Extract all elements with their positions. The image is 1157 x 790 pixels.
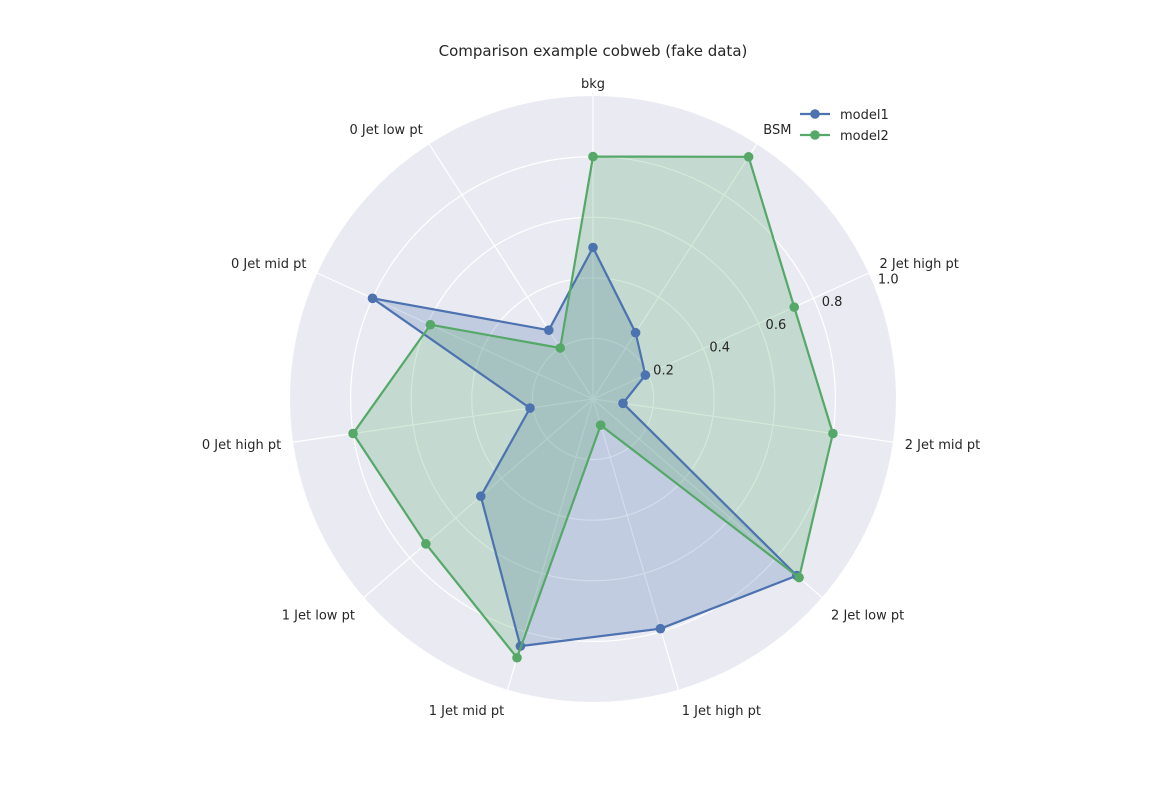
- data-point-model2: [789, 302, 800, 312]
- category-label: 2 Jet high pt: [880, 257, 959, 272]
- category-label: 1 Jet mid pt: [429, 704, 504, 719]
- data-point-model1: [525, 403, 535, 413]
- category-label: 0 Jet low pt: [350, 123, 423, 138]
- category-label: 0 Jet mid pt: [231, 257, 306, 272]
- legend-label-model2: model2: [840, 129, 889, 144]
- data-point-model1: [655, 623, 666, 634]
- category-label: 1 Jet low pt: [282, 608, 355, 623]
- category-label: 0 Jet high pt: [202, 438, 281, 453]
- r-tick-label: 0.8: [822, 295, 843, 310]
- legend-marker-model1: [810, 109, 820, 119]
- grid-spoke: [428, 143, 594, 400]
- data-point-model2: [348, 428, 358, 439]
- r-tick-label: 1.0: [878, 272, 899, 287]
- data-point-model2: [588, 151, 598, 162]
- category-label: 2 Jet mid pt: [905, 438, 980, 453]
- data-point-model2: [555, 343, 566, 353]
- data-point-model2: [794, 572, 804, 583]
- category-label: bkg: [581, 77, 605, 92]
- grid-spoke: [592, 398, 823, 598]
- chart-title: Comparison example cobweb (fake data): [439, 42, 748, 60]
- data-point-model2: [421, 539, 431, 549]
- grid-spoke: [317, 272, 594, 400]
- category-label: 1 Jet high pt: [682, 704, 761, 719]
- data-point-model2: [425, 319, 436, 330]
- data-point-model1: [640, 370, 651, 380]
- series-line-model2: [352, 155, 835, 659]
- grid-spoke: [592, 272, 869, 400]
- grid-spoke: [592, 398, 894, 443]
- data-point-model2: [743, 152, 754, 162]
- data-point-model1: [630, 327, 641, 338]
- series-line-model1: [371, 246, 798, 648]
- data-point-model2: [595, 420, 606, 430]
- data-point-model2: [828, 428, 838, 439]
- data-point-model1: [367, 293, 378, 304]
- legend-marker-model2: [810, 130, 820, 140]
- category-label: BSM: [763, 123, 791, 138]
- r-tick-label: 0.2: [653, 363, 674, 378]
- data-point-model1: [588, 242, 598, 253]
- grid-spoke: [292, 398, 594, 443]
- series-fill-model2: [353, 156, 833, 658]
- legend-label-model1: model1: [840, 108, 889, 123]
- chart-body: 0.2 0.4 0.6 0.8 1.0 bkg BSM 2 Jet high pt 2 Jet …: [202, 77, 980, 719]
- data-point-model2: [512, 652, 522, 663]
- series-fill-model1: [372, 247, 797, 647]
- data-point-model1: [475, 491, 486, 502]
- category-label: 2 Jet low pt: [831, 608, 904, 623]
- grid-spoke: [592, 143, 758, 400]
- r-tick-label: 0.4: [709, 341, 730, 356]
- data-point-model1: [543, 325, 554, 335]
- grid-spoke: [592, 398, 679, 690]
- data-point-model1: [618, 398, 628, 409]
- legend: model1 model2: [800, 108, 889, 144]
- r-tick-label: 0.6: [766, 318, 787, 333]
